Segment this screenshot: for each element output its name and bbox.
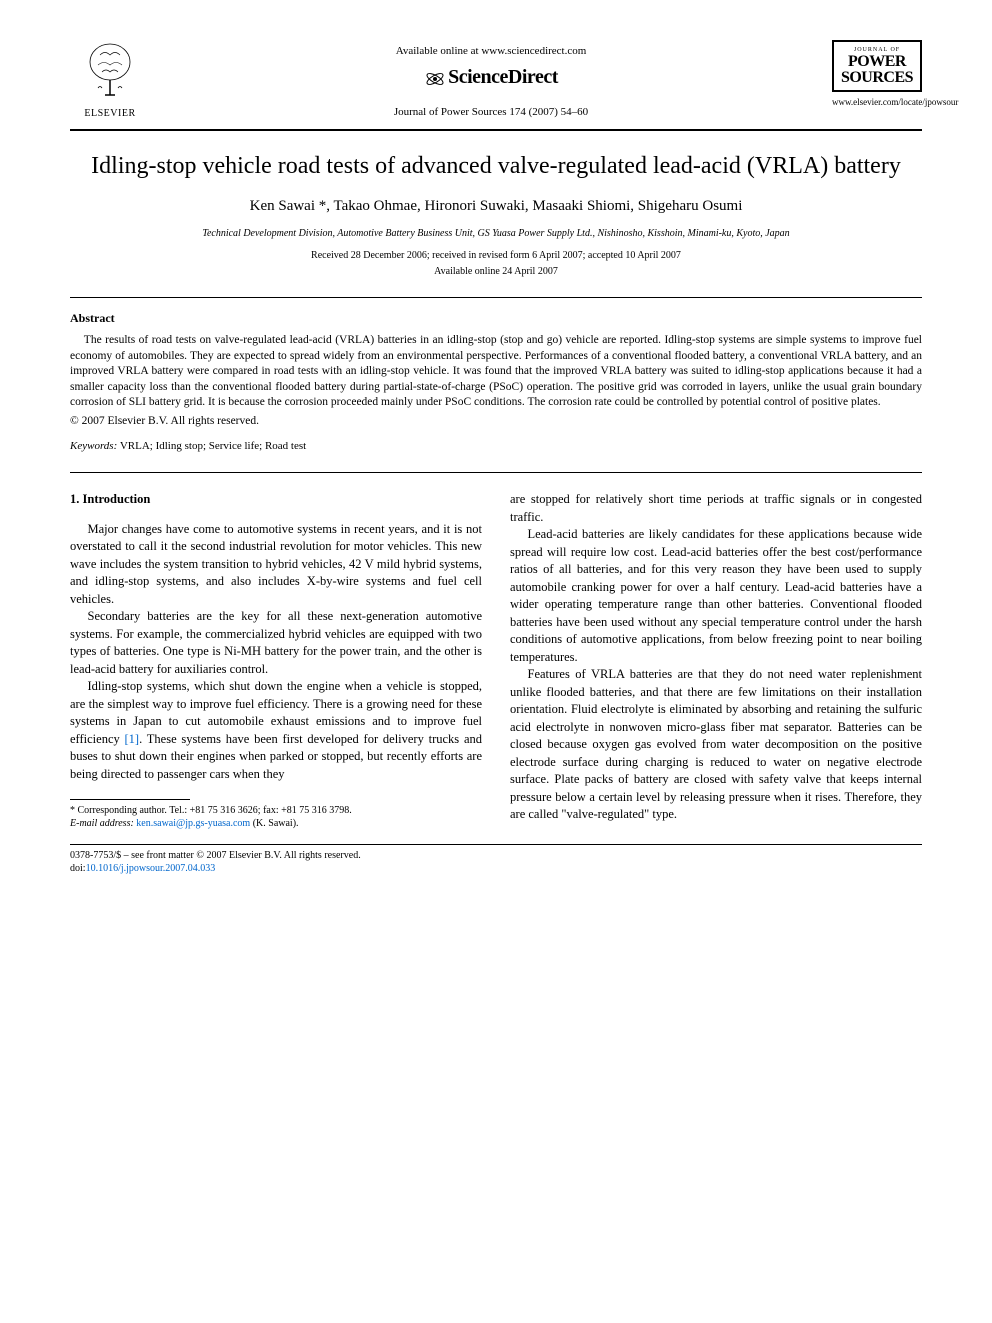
footer-line-1: 0378-7753/$ – see front matter © 2007 El…	[70, 849, 922, 862]
abstract-text: The results of road tests on valve-regul…	[70, 333, 922, 411]
intro-para-3: Idling-stop systems, which shut down the…	[70, 678, 482, 783]
keywords-text: VRLA; Idling stop; Service life; Road te…	[120, 440, 306, 452]
abstract-separator-bottom	[70, 472, 922, 473]
intro-para-5: Lead-acid batteries are likely candidate…	[510, 526, 922, 666]
dates-line-2: Available online 24 April 2007	[70, 265, 922, 279]
intro-para-6: Features of VRLA batteries are that they…	[510, 666, 922, 824]
power-sources-box: JOURNAL OF POWER SOURCES	[832, 40, 922, 92]
abstract-separator-top	[70, 297, 922, 298]
elsevier-tree-icon	[80, 40, 140, 100]
abstract-heading: Abstract	[70, 310, 922, 327]
header-separator	[70, 129, 922, 131]
article-title: Idling-stop vehicle road tests of advanc…	[70, 151, 922, 182]
reference-link-1[interactable]: [1]	[125, 732, 140, 746]
keywords: Keywords: VRLA; Idling stop; Service lif…	[70, 439, 922, 454]
abstract-copyright: © 2007 Elsevier B.V. All rights reserved…	[70, 413, 922, 429]
page-container: ELSEVIER Available online at www.science…	[0, 0, 992, 905]
power-url: www.elsevier.com/locate/jpowsour	[832, 96, 922, 109]
email-label: E-mail address:	[70, 818, 134, 829]
footnote: * Corresponding author. Tel.: +81 75 316…	[70, 804, 482, 830]
center-header: Available online at www.sciencedirect.co…	[150, 40, 832, 121]
affiliation: Technical Development Division, Automoti…	[70, 227, 922, 241]
intro-para-4: are stopped for relatively short time pe…	[510, 491, 922, 526]
sciencedirect-text: ScienceDirect	[448, 66, 558, 88]
footer: 0378-7753/$ – see front matter © 2007 El…	[70, 849, 922, 875]
email-suffix: (K. Sawai).	[253, 818, 299, 829]
power-sources-logo: JOURNAL OF POWER SOURCES www.elsevier.co…	[832, 40, 922, 109]
right-column: are stopped for relatively short time pe…	[510, 491, 922, 830]
available-online-text: Available online at www.sciencedirect.co…	[150, 44, 832, 59]
email-line: E-mail address: ken.sawai@jp.gs-yuasa.co…	[70, 817, 482, 830]
power-main-1: POWER	[836, 54, 918, 70]
email-link[interactable]: ken.sawai@jp.gs-yuasa.com	[136, 818, 250, 829]
journal-reference: Journal of Power Sources 174 (2007) 54–6…	[150, 105, 832, 120]
intro-para-2: Secondary batteries are the key for all …	[70, 608, 482, 678]
body-columns: 1. Introduction Major changes have come …	[70, 491, 922, 830]
atom-icon	[424, 68, 446, 90]
dates-line-1: Received 28 December 2006; received in r…	[70, 249, 922, 263]
power-main-2: SOURCES	[836, 70, 918, 86]
section-1-heading: 1. Introduction	[70, 491, 482, 509]
footer-separator	[70, 844, 922, 845]
elsevier-label: ELSEVIER	[70, 107, 150, 121]
authors: Ken Sawai *, Takao Ohmae, Hironori Suwak…	[70, 196, 922, 217]
header-row: ELSEVIER Available online at www.science…	[70, 40, 922, 121]
sciencedirect-logo: ScienceDirect	[150, 63, 832, 91]
corresponding-author: * Corresponding author. Tel.: +81 75 316…	[70, 804, 482, 817]
keywords-label: Keywords:	[70, 440, 117, 452]
intro-para-1: Major changes have come to automotive sy…	[70, 521, 482, 609]
footer-doi-line: doi:10.1016/j.jpowsour.2007.04.033	[70, 862, 922, 875]
doi-link[interactable]: 10.1016/j.jpowsour.2007.04.033	[86, 863, 216, 874]
footnote-separator	[70, 799, 190, 800]
left-column: 1. Introduction Major changes have come …	[70, 491, 482, 830]
elsevier-logo: ELSEVIER	[70, 40, 150, 121]
doi-prefix: doi:	[70, 863, 86, 874]
